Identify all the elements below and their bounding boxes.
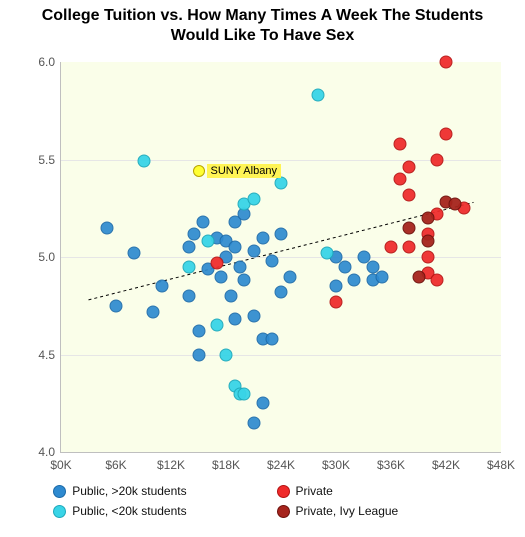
legend-item-ivy: Private, Ivy League xyxy=(277,504,472,518)
data-point-public_large xyxy=(238,274,251,287)
legend-swatch xyxy=(53,505,66,518)
gridline xyxy=(61,355,501,356)
data-point-public_large xyxy=(275,227,288,240)
data-point-public_small xyxy=(183,260,196,273)
data-point-public_large xyxy=(330,280,343,293)
legend-label: Private xyxy=(296,484,333,498)
data-point-public_large xyxy=(256,231,269,244)
legend-label: Public, <20k students xyxy=(72,504,186,518)
data-point-public_large xyxy=(348,274,361,287)
legend-swatch xyxy=(53,485,66,498)
data-point-public_large xyxy=(265,332,278,345)
data-point-private xyxy=(421,251,434,264)
data-point-public_large xyxy=(128,247,141,260)
data-point-public_large xyxy=(183,241,196,254)
x-tick-label: $12K xyxy=(157,452,185,472)
data-point-public_large xyxy=(192,325,205,338)
gridline xyxy=(61,257,501,258)
chart-title: College Tuition vs. How Many Times A Wee… xyxy=(0,6,525,46)
legend-swatch xyxy=(277,485,290,498)
y-tick-label: 6.0 xyxy=(38,55,61,69)
data-point-public_large xyxy=(187,227,200,240)
data-point-public_small xyxy=(137,155,150,168)
x-tick-label: $48K xyxy=(487,452,515,472)
data-point-private xyxy=(403,188,416,201)
data-point-public_large xyxy=(375,270,388,283)
data-point-public_large xyxy=(247,416,260,429)
y-tick-label: 4.5 xyxy=(38,348,61,362)
x-tick-label: $6K xyxy=(105,452,126,472)
data-point-public_large xyxy=(192,348,205,361)
x-tick-label: $24K xyxy=(267,452,295,472)
data-point-public_large xyxy=(265,254,278,267)
data-point-private xyxy=(440,128,453,141)
data-point-ivy xyxy=(421,235,434,248)
data-point-private xyxy=(430,153,443,166)
data-point-ivy xyxy=(403,221,416,234)
data-point-public_small xyxy=(311,89,324,102)
data-point-public_small xyxy=(275,176,288,189)
data-point-ivy xyxy=(449,198,462,211)
data-point-public_large xyxy=(247,309,260,322)
legend-swatch xyxy=(277,505,290,518)
data-point-public_large xyxy=(146,305,159,318)
data-point-public_large xyxy=(100,221,113,234)
data-point-public_large xyxy=(229,241,242,254)
legend-item-public_large: Public, >20k students xyxy=(53,484,248,498)
legend: Public, >20k students Private Public, <20k… xyxy=(0,484,525,518)
data-point-private xyxy=(403,241,416,254)
data-point-private xyxy=(403,161,416,174)
data-point-ivy xyxy=(412,270,425,283)
y-tick-label: 5.0 xyxy=(38,250,61,264)
data-point-private xyxy=(330,295,343,308)
data-point-public_large xyxy=(256,397,269,410)
data-point-private xyxy=(394,137,407,150)
data-point-public_large xyxy=(183,290,196,303)
data-point-public_large xyxy=(110,299,123,312)
data-point-public_small xyxy=(247,192,260,205)
data-point-public_large xyxy=(247,245,260,258)
data-point-public_small xyxy=(210,319,223,332)
data-point-public_large xyxy=(275,286,288,299)
legend-item-public_small: Public, <20k students xyxy=(53,504,248,518)
legend-label: Public, >20k students xyxy=(72,484,186,498)
data-point-private xyxy=(440,56,453,69)
data-point-private xyxy=(430,274,443,287)
plot-area: 4.04.55.05.56.0$0K$6K$12K$18K$24K$30K$36… xyxy=(60,62,501,453)
annotation-label: SUNY Albany xyxy=(207,164,281,178)
data-point-public_small xyxy=(238,387,251,400)
data-point-public_small xyxy=(220,348,233,361)
legend-item-private: Private xyxy=(277,484,472,498)
data-point-public_small xyxy=(320,247,333,260)
data-point-public_large xyxy=(224,290,237,303)
chart-container: College Tuition vs. How Many Times A Wee… xyxy=(0,0,525,537)
x-tick-label: $18K xyxy=(212,452,240,472)
data-point-private xyxy=(210,256,223,269)
data-point-private xyxy=(394,173,407,186)
x-tick-label: $0K xyxy=(50,452,71,472)
y-tick-label: 5.5 xyxy=(38,153,61,167)
data-point-public_large xyxy=(155,280,168,293)
data-point-public_large xyxy=(197,215,210,228)
data-point-public_large xyxy=(229,313,242,326)
data-point-private xyxy=(385,241,398,254)
data-point-public_small xyxy=(201,235,214,248)
data-point-public_large xyxy=(339,260,352,273)
legend-label: Private, Ivy League xyxy=(296,504,399,518)
data-point-public_large xyxy=(284,270,297,283)
annotation-dot xyxy=(193,165,205,177)
data-point-public_large xyxy=(233,260,246,273)
data-point-public_large xyxy=(215,270,228,283)
x-tick-label: $36K xyxy=(377,452,405,472)
x-tick-label: $30K xyxy=(322,452,350,472)
x-tick-label: $42K xyxy=(432,452,460,472)
data-point-ivy xyxy=(421,212,434,225)
